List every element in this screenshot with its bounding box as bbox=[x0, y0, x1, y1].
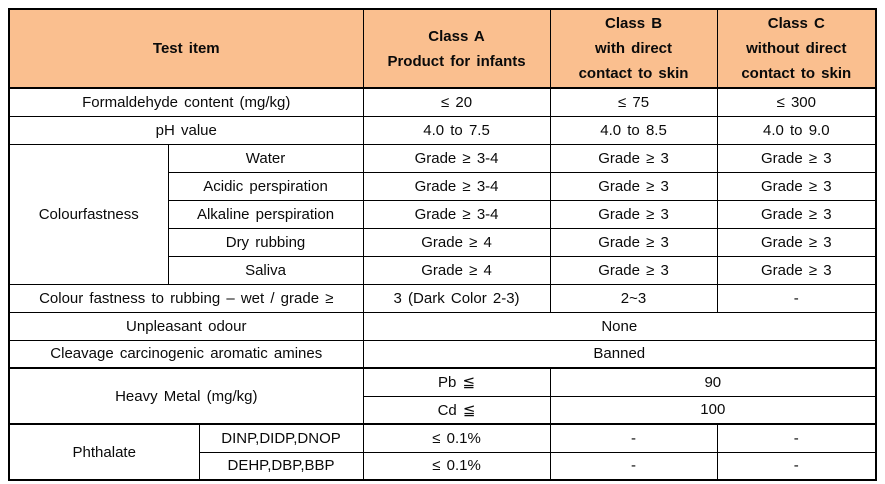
header-class-b: Class B with direct contact to skin bbox=[549, 8, 718, 89]
row-unpleasant-odour: Unpleasant odour None bbox=[8, 311, 877, 341]
heavy-metal-pb-value: 90 bbox=[549, 367, 877, 397]
heavy-metal-label: Heavy Metal (mg/kg) bbox=[8, 367, 364, 425]
heavy-metal-pb-name: Pb ≦ bbox=[362, 367, 551, 397]
rubbing-wet-class-c: - bbox=[716, 283, 877, 313]
row-phthalate-dehp: DEHP,DBP,BBP ≤ 0.1% - - bbox=[9, 451, 877, 481]
phthalate-dinp-class-a: ≤ 0.1% bbox=[362, 423, 551, 453]
colourfastness-alkaline-class-a: Grade ≥ 3-4 bbox=[362, 199, 551, 229]
rubbing-wet-label: Colour fastness to rubbing – wet / grade… bbox=[8, 283, 364, 313]
row-colourfastness-acidic: Acidic perspiration Grade ≥ 3-4 Grade ≥ … bbox=[9, 171, 877, 201]
colourfastness-item-name: Saliva bbox=[167, 255, 364, 285]
colourfastness-dry-class-b: Grade ≥ 3 bbox=[549, 227, 718, 257]
amines-label: Cleavage carcinogenic aromatic amines bbox=[8, 339, 364, 369]
colourfastness-item-name: Water bbox=[167, 143, 364, 173]
ph-class-a: 4.0 to 7.5 bbox=[362, 115, 551, 145]
heavy-metal-cd-name: Cd ≦ bbox=[362, 395, 551, 425]
rubbing-wet-class-a: 3 (Dark Color 2-3) bbox=[362, 283, 551, 313]
colourfastness-item-name: Dry rubbing bbox=[167, 227, 364, 257]
colourfastness-alkaline-class-c: Grade ≥ 3 bbox=[716, 199, 877, 229]
header-class-a: Class A Product for infants bbox=[362, 8, 551, 89]
row-rubbing-wet: Colour fastness to rubbing – wet / grade… bbox=[8, 283, 877, 313]
row-ph-value: pH value 4.0 to 7.5 4.0 to 8.5 4.0 to 9.… bbox=[8, 115, 877, 145]
header-test-item: Test item bbox=[8, 8, 364, 89]
ph-class-b: 4.0 to 8.5 bbox=[549, 115, 718, 145]
header-class-a-line2: Product for infants bbox=[387, 52, 526, 70]
phthalate-dinp-class-b: - bbox=[549, 423, 718, 453]
header-class-c: Class C without direct contact to skin bbox=[716, 8, 877, 89]
formaldehyde-class-a: ≤ 20 bbox=[362, 87, 551, 117]
phthalate-label: Phthalate bbox=[8, 423, 200, 481]
phthalate-dinp-name: DINP,DIDP,DNOP bbox=[198, 423, 364, 453]
header-row: Test item Class A Product for infants Cl… bbox=[8, 8, 877, 89]
rubbing-wet-class-b: 2~3 bbox=[549, 283, 718, 313]
row-phthalate-dinp: Phthalate DINP,DIDP,DNOP ≤ 0.1% - - bbox=[8, 423, 877, 481]
row-colourfastness-saliva: Saliva Grade ≥ 4 Grade ≥ 3 Grade ≥ 3 bbox=[9, 255, 877, 285]
colourfastness-saliva-class-c: Grade ≥ 3 bbox=[716, 255, 877, 285]
phthalate-dehp-class-a: ≤ 0.1% bbox=[362, 451, 551, 481]
colourfastness-acidic-class-b: Grade ≥ 3 bbox=[549, 171, 718, 201]
formaldehyde-class-c: ≤ 300 bbox=[716, 87, 877, 117]
row-formaldehyde: Formaldehyde content (mg/kg) ≤ 20 ≤ 75 ≤… bbox=[8, 87, 877, 117]
header-class-c-line2: without direct bbox=[746, 40, 847, 57]
colourfastness-item-name: Acidic perspiration bbox=[167, 171, 364, 201]
header-class-a-line1: Class A bbox=[428, 27, 485, 45]
colourfastness-alkaline-class-b: Grade ≥ 3 bbox=[549, 199, 718, 229]
colourfastness-dry-class-a: Grade ≥ 4 bbox=[362, 227, 551, 257]
formaldehyde-class-b: ≤ 75 bbox=[549, 87, 718, 117]
colourfastness-acidic-class-c: Grade ≥ 3 bbox=[716, 171, 877, 201]
formaldehyde-label: Formaldehyde content (mg/kg) bbox=[8, 87, 364, 117]
phthalate-dehp-class-c: - bbox=[716, 451, 877, 481]
header-class-c-line1: Class C bbox=[767, 15, 825, 32]
row-aromatic-amines: Cleavage carcinogenic aromatic amines Ba… bbox=[8, 339, 877, 369]
colourfastness-label: Colourfastness bbox=[8, 143, 169, 285]
colourfastness-acidic-class-a: Grade ≥ 3-4 bbox=[362, 171, 551, 201]
colourfastness-saliva-class-b: Grade ≥ 3 bbox=[549, 255, 718, 285]
colourfastness-item-name: Alkaline perspiration bbox=[167, 199, 364, 229]
header-class-b-line1: Class B bbox=[605, 15, 663, 32]
row-colourfastness-water: Colourfastness Water Grade ≥ 3-4 Grade ≥… bbox=[8, 143, 877, 285]
odour-label: Unpleasant odour bbox=[8, 311, 364, 341]
amines-value: Banned bbox=[362, 339, 877, 369]
colourfastness-saliva-class-a: Grade ≥ 4 bbox=[362, 255, 551, 285]
phthalate-dehp-name: DEHP,DBP,BBP bbox=[198, 451, 364, 481]
header-class-c-line3: contact to skin bbox=[741, 65, 852, 82]
row-colourfastness-dry-rubbing: Dry rubbing Grade ≥ 4 Grade ≥ 3 Grade ≥ … bbox=[9, 227, 877, 257]
colourfastness-water-class-c: Grade ≥ 3 bbox=[716, 143, 877, 173]
colourfastness-water-class-b: Grade ≥ 3 bbox=[549, 143, 718, 173]
phthalate-dehp-class-b: - bbox=[549, 451, 718, 481]
colourfastness-water-class-a: Grade ≥ 3-4 bbox=[362, 143, 551, 173]
odour-value: None bbox=[362, 311, 877, 341]
header-class-b-line3: contact to skin bbox=[578, 65, 689, 82]
heavy-metal-cd-value: 100 bbox=[549, 395, 877, 425]
row-colourfastness-alkaline: Alkaline perspiration Grade ≥ 3-4 Grade … bbox=[9, 199, 877, 229]
test-standards-table: Test item Class A Product for infants Cl… bbox=[8, 8, 878, 481]
row-heavy-metal-pb: Heavy Metal (mg/kg) Pb ≦ 90 bbox=[8, 367, 877, 425]
header-class-b-line2: with direct bbox=[595, 40, 673, 57]
colourfastness-dry-class-c: Grade ≥ 3 bbox=[716, 227, 877, 257]
ph-class-c: 4.0 to 9.0 bbox=[716, 115, 877, 145]
phthalate-dinp-class-c: - bbox=[716, 423, 877, 453]
ph-label: pH value bbox=[8, 115, 364, 145]
